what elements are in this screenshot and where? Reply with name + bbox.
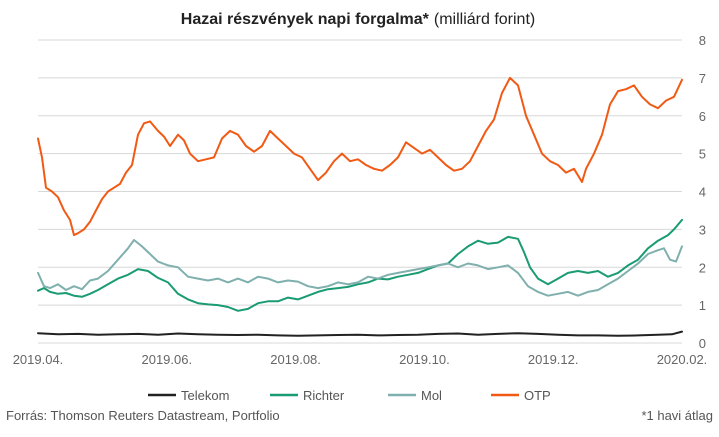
y-tick-0: 0 <box>699 336 706 351</box>
grid-lines <box>38 39 682 344</box>
series-line-telekom <box>37 330 683 337</box>
y-tick-7: 7 <box>699 71 706 86</box>
y-tick-8: 8 <box>699 33 706 48</box>
legend-label-mol: Mol <box>421 388 442 403</box>
series-line-mol <box>37 239 683 297</box>
series-lines <box>37 76 683 337</box>
y-tick-4: 4 <box>699 185 706 200</box>
y-tick-1: 1 <box>699 298 706 313</box>
legend: Telekom Richter Mol OTP <box>148 388 551 403</box>
series-line-richter <box>37 218 683 312</box>
x-tick-4: 2019.12. <box>528 352 579 367</box>
y-tick-3: 3 <box>699 222 706 237</box>
x-tick-5: 2020.02. <box>657 352 708 367</box>
legend-label-richter: Richter <box>303 388 345 403</box>
y-tick-5: 5 <box>699 147 706 162</box>
x-axis-ticks: 2019.04. 2019.06. 2019.08. 2019.10. 2019.12.… <box>13 352 708 367</box>
legend-label-telekom: Telekom <box>181 388 229 403</box>
series-line-otp <box>37 76 683 237</box>
y-tick-2: 2 <box>699 260 706 275</box>
x-tick-1: 2019.06. <box>141 352 192 367</box>
y-tick-6: 6 <box>699 109 706 124</box>
chart-title-unit: (milliárd forint) <box>434 11 535 28</box>
legend-label-otp: OTP <box>524 388 551 403</box>
chart-title: Hazai részvények napi forgalma* (milliárd… <box>181 11 535 28</box>
x-tick-3: 2019.10. <box>399 352 450 367</box>
y-axis-ticks: 0 1 2 3 4 5 6 7 8 <box>699 33 706 351</box>
footnote: *1 havi átlag <box>641 408 713 423</box>
x-tick-0: 2019.04. <box>13 352 64 367</box>
x-tick-2: 2019.08. <box>270 352 321 367</box>
chart-title-main: Hazai részvények napi forgalma* <box>181 11 430 28</box>
source-note: Forrás: Thomson Reuters Datastream, Port… <box>6 408 280 423</box>
